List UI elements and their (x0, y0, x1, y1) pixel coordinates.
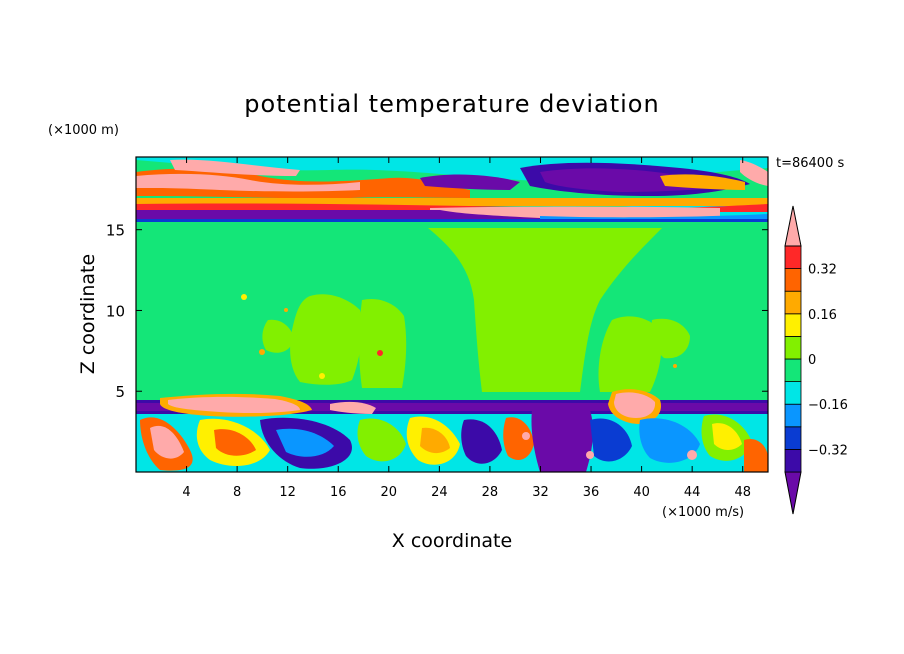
y-unit-label: (×1000 m) (48, 123, 119, 138)
x-tick-label: 40 (633, 485, 650, 500)
x-axis: 4 8 12 16 20 24 28 32 36 40 44 48 (182, 157, 751, 500)
x-tick-label: 36 (583, 485, 600, 500)
colorbar-tick-label: 0.32 (808, 263, 837, 278)
x-tick-label: 28 (482, 485, 499, 500)
colorbar-band (784, 358, 802, 383)
colorbar-tick-label: 0 (808, 353, 816, 368)
colorbar-band (784, 268, 802, 292)
y-tick-label: 10 (106, 302, 125, 320)
colorbar-tick-label: 0.16 (808, 308, 837, 323)
x-tick-label: 20 (381, 485, 398, 500)
colorbar-band (784, 245, 802, 270)
colorbar-band (784, 381, 802, 405)
contour-field (136, 157, 768, 472)
colorbar-tick-label: −0.32 (808, 443, 848, 458)
x-tick-label: 8 (233, 485, 241, 500)
x-unit-label: (×1000 m/s) (662, 505, 744, 520)
x-tick-label: 32 (532, 485, 549, 500)
x-tick-label: 48 (734, 485, 751, 500)
x-tick-label: 12 (279, 485, 296, 500)
x-tick-label: 24 (431, 485, 448, 500)
colorbar-band (784, 403, 802, 428)
x-tick-label: 44 (684, 485, 701, 500)
chart-title: potential temperature deviation (244, 90, 659, 118)
colorbar: −0.32 −0.16 0 0.16 0.32 (784, 205, 848, 515)
x-axis-label: X coordinate (392, 530, 512, 552)
y-tick-label: 15 (106, 222, 125, 240)
y-axis-label: Z coordinate (77, 254, 99, 374)
colorbar-band (784, 335, 802, 360)
colorbar-tick-label: −0.16 (808, 398, 848, 413)
plot-frame (135, 156, 769, 473)
colorbar-extend-high (784, 205, 802, 247)
y-axis: 5 10 15 (106, 222, 768, 401)
y-tick-label: 5 (115, 383, 125, 401)
colorbar-band (784, 426, 802, 450)
x-tick-label: 16 (330, 485, 347, 500)
colorbar-band (784, 313, 802, 337)
time-label: t=86400 s (776, 156, 844, 171)
x-tick-label: 4 (182, 485, 190, 500)
colorbar-band (784, 448, 802, 473)
colorbar-band (784, 290, 802, 315)
colorbar-extend-low (784, 471, 802, 515)
